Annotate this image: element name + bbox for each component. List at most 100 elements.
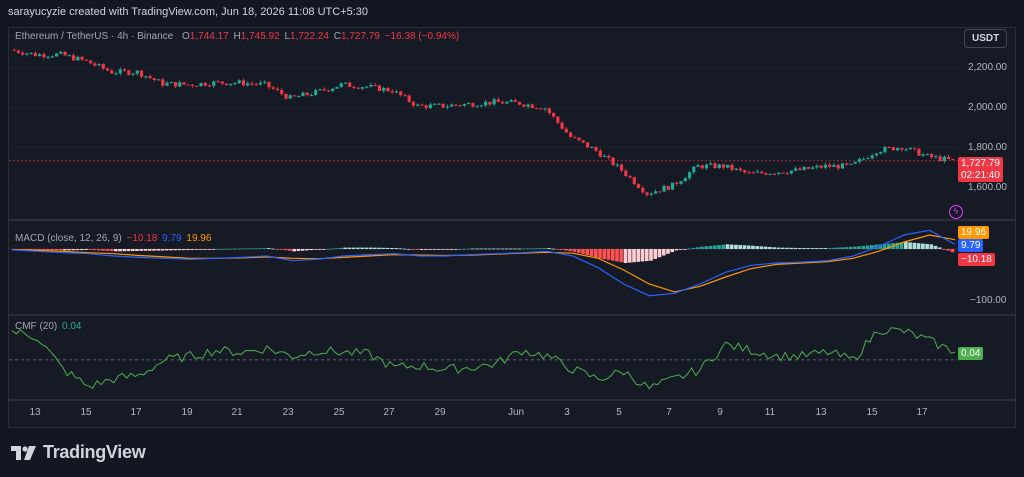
price-candle (496, 99, 500, 102)
price-candle (275, 88, 280, 90)
price-candle (484, 101, 488, 106)
last-price-tag: 1,727.79 (958, 157, 1003, 170)
price-candle (556, 116, 560, 123)
cmf-label[interactable]: CMF (20) (15, 321, 58, 332)
macd-histogram-bar (755, 246, 760, 249)
price-candle (700, 165, 704, 169)
macd-histogram-bar (28, 249, 33, 250)
macd-histogram-bar (67, 249, 71, 251)
price-candle (437, 103, 441, 105)
macd-histogram-bar (173, 249, 178, 251)
price-candle (734, 168, 738, 170)
macd-histogram-bar (228, 248, 233, 250)
macd-histogram-bar (198, 249, 203, 250)
price-axis-label: 1,600.00 (968, 182, 1007, 193)
macd-histogram-bar (831, 247, 836, 249)
x-axis-tick-label: 25 (333, 407, 345, 418)
price-candle (467, 103, 471, 105)
price-candle (25, 53, 29, 55)
macd-histogram-bar (207, 249, 212, 250)
price-candle (326, 90, 331, 92)
macd-histogram-bar (861, 245, 866, 249)
macd-histogram-bar (500, 248, 505, 250)
macd-label[interactable]: MACD (close, 12, 26, 9) (15, 233, 122, 244)
macd-axis-label: −100.00 (970, 295, 1007, 306)
price-candle (530, 104, 534, 108)
macd-histogram-bar (224, 248, 229, 250)
price-candle (80, 56, 84, 60)
macd-histogram-bar (232, 248, 237, 250)
price-candle (602, 155, 607, 157)
event-bolt-icon[interactable]: ϟ (949, 205, 963, 219)
price-candle (267, 81, 271, 88)
macd-histogram-bar (105, 249, 110, 251)
macd-histogram-bar (661, 249, 666, 256)
price-candle (331, 88, 335, 91)
price-candle (63, 51, 67, 56)
price-candle (165, 82, 169, 86)
x-axis-tick-label: 13 (815, 407, 827, 418)
price-candle (144, 76, 148, 78)
price-candle (76, 56, 80, 61)
macd-histogram-bar (309, 249, 313, 251)
macd-histogram-bar (135, 249, 139, 251)
macd-histogram-bar (742, 245, 747, 249)
price-candle (887, 147, 891, 149)
macd-histogram-bar (695, 247, 700, 249)
macd-histogram-bar (734, 244, 738, 249)
macd-line-value: 9.79 (162, 233, 182, 244)
macd-histogram-bar (88, 249, 93, 250)
price-candle (216, 81, 220, 83)
price-candle (441, 103, 445, 108)
macd-histogram-bar (160, 249, 165, 251)
macd-histogram-bar (491, 248, 496, 250)
price-candle (301, 92, 305, 97)
macd-histogram-bar (428, 249, 432, 250)
macd-histogram-bar (156, 249, 161, 251)
price-pane[interactable] (8, 27, 1016, 220)
macd-histogram-bar (211, 249, 216, 250)
x-axis-tick-label: 15 (866, 407, 878, 418)
macd-histogram-bar (691, 247, 696, 249)
macd-histogram-bar (50, 249, 54, 251)
price-candle (896, 148, 900, 151)
price-candle (577, 137, 581, 141)
currency-button[interactable]: USDT (964, 29, 1008, 48)
price-candle (122, 69, 127, 71)
macd-legend: MACD (close, 12, 26, 9) −10.18 9.79 19.9… (15, 233, 213, 244)
macd-histogram-bar (899, 242, 904, 249)
brand-name: TradingView (43, 442, 146, 462)
price-candle (568, 132, 573, 138)
macd-histogram-bar (186, 249, 190, 251)
price-candle (662, 186, 666, 192)
price-candle (832, 164, 836, 167)
x-axis-tick-label: 17 (916, 407, 928, 418)
brand-logo[interactable]: TradingView (11, 442, 146, 463)
macd-histogram-bar (177, 249, 182, 251)
change-value: −16.38 (−0.94%) (384, 31, 460, 42)
macd-histogram-bar (402, 248, 407, 250)
macd-histogram-bar (581, 249, 585, 254)
macd-histogram-bar (283, 249, 288, 251)
symbol-name[interactable]: Ethereum / TetherUS · 4h · Binance (15, 31, 174, 42)
price-candle (433, 103, 437, 105)
price-candle (263, 81, 267, 83)
price-candle (704, 164, 709, 169)
time-axis[interactable] (8, 400, 1016, 428)
macd-histogram-bar (547, 248, 551, 249)
price-candle (823, 164, 828, 168)
x-axis-tick-label: 3 (564, 407, 570, 418)
price-candle (751, 172, 755, 174)
price-candle (743, 170, 747, 173)
macd-histogram-bar (449, 249, 454, 250)
macd-histogram-bar (572, 249, 577, 252)
macd-pane[interactable] (8, 220, 1016, 315)
price-candle (581, 140, 585, 143)
price-candle (254, 83, 258, 85)
price-candle (169, 82, 173, 84)
macd-histogram-bar (593, 249, 598, 258)
price-candle (114, 73, 118, 75)
macd-histogram-bar (504, 248, 509, 250)
price-candle (840, 163, 845, 169)
macd-histogram-bar (249, 248, 254, 250)
